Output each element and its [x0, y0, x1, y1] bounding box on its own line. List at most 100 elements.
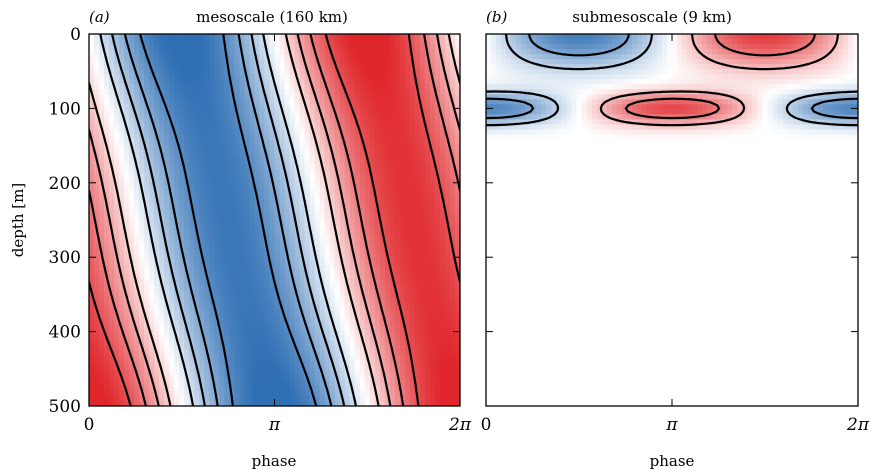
heatmap-cell	[139, 74, 145, 80]
heatmap-cell	[374, 159, 381, 166]
heatmap-cell	[419, 34, 426, 40]
heatmap-cell	[184, 39, 190, 45]
heatmap-cell	[149, 225, 155, 231]
heatmap-cell	[449, 220, 456, 226]
heatmap-cell	[394, 209, 401, 216]
heatmap-cell	[454, 295, 460, 302]
heatmap-cell	[114, 320, 120, 327]
heatmap-cell	[299, 214, 306, 221]
heatmap-cell	[124, 59, 130, 65]
heatmap-cell	[429, 235, 436, 241]
heatmap-cell	[99, 290, 105, 297]
heatmap-cell	[214, 204, 220, 211]
heatmap-cell	[339, 59, 346, 65]
heatmap-cell	[99, 350, 105, 357]
heatmap-cell	[199, 109, 205, 116]
heatmap-cell	[194, 250, 200, 256]
heatmap-cell	[369, 64, 376, 70]
heatmap-cell	[149, 154, 155, 161]
heatmap-cell	[114, 280, 120, 286]
heatmap-cell	[424, 149, 431, 156]
heatmap-cell	[234, 255, 240, 261]
heatmap-cell	[324, 154, 331, 161]
heatmap-cell	[119, 250, 125, 256]
heatmap-cell	[189, 34, 195, 40]
heatmap-cell	[109, 104, 115, 111]
heatmap-cell	[219, 305, 225, 312]
heatmap-cell	[369, 365, 376, 372]
heatmap-cell	[409, 340, 416, 347]
heatmap-cell	[384, 69, 391, 75]
heatmap-cell	[104, 330, 110, 337]
heatmap-cell	[269, 305, 276, 312]
heatmap-cell	[249, 365, 256, 372]
heatmap-cell	[134, 220, 140, 226]
heatmap-cell	[89, 350, 95, 357]
heatmap-cell	[439, 245, 446, 251]
heatmap-cell	[389, 199, 396, 206]
heatmap-cell	[114, 230, 120, 236]
heatmap-cell	[329, 169, 336, 176]
heatmap-cell	[174, 64, 180, 70]
heatmap-cell	[179, 345, 185, 352]
heatmap-cell	[339, 290, 346, 297]
heatmap-cell	[109, 39, 115, 45]
heatmap-cell	[154, 300, 160, 307]
heatmap-cell	[344, 44, 351, 50]
heatmap-cell	[304, 99, 311, 105]
heatmap-cell	[89, 370, 95, 377]
heatmap-cell	[379, 189, 386, 196]
heatmap-cell	[399, 39, 406, 45]
heatmap-cell	[94, 370, 100, 377]
heatmap-cell	[224, 245, 230, 251]
heatmap-cell	[319, 245, 326, 251]
heatmap-cell	[369, 189, 376, 196]
heatmap-cell	[184, 99, 190, 105]
heatmap-cell	[249, 184, 256, 191]
heatmap-cell	[299, 154, 306, 161]
heatmap-cell	[449, 44, 456, 50]
heatmap-cell	[249, 220, 256, 226]
heatmap-cell	[114, 270, 120, 276]
heatmap-cell	[319, 365, 326, 372]
heatmap-cell	[89, 104, 95, 111]
heatmap-cell	[104, 245, 110, 251]
heatmap-cell	[324, 325, 331, 332]
heatmap-cell	[399, 230, 406, 236]
heatmap-cell	[354, 144, 361, 151]
heatmap-cell	[369, 250, 376, 256]
heatmap-cell	[229, 204, 235, 211]
heatmap-cell	[109, 250, 115, 256]
heatmap-cell	[234, 149, 240, 156]
heatmap-cell	[229, 144, 235, 151]
heatmap-cell	[129, 290, 135, 297]
heatmap-cell	[394, 265, 401, 271]
heatmap-cell	[294, 235, 301, 241]
heatmap-cell	[404, 230, 411, 236]
heatmap-cell	[289, 129, 296, 136]
heatmap-cell	[144, 275, 150, 281]
heatmap-cell	[334, 340, 341, 347]
heatmap-cell	[374, 189, 381, 196]
heatmap-cell	[429, 44, 436, 50]
heatmap-cell	[319, 169, 326, 176]
heatmap-cell	[439, 250, 446, 256]
heatmap-cell	[154, 209, 160, 216]
heatmap-cell	[384, 209, 391, 216]
heatmap-cell	[184, 335, 190, 342]
heatmap-cell	[379, 265, 386, 271]
heatmap-cell	[439, 54, 446, 60]
heatmap-cell	[229, 315, 235, 322]
heatmap-cell	[319, 124, 326, 131]
heatmap-cell	[229, 154, 235, 161]
heatmap-cell	[169, 109, 175, 116]
heatmap-cell	[379, 119, 386, 126]
heatmap-cell	[189, 94, 195, 100]
heatmap-cell	[329, 129, 336, 136]
heatmap-cell	[434, 285, 441, 291]
heatmap-a	[89, 34, 460, 406]
heatmap-cell	[269, 365, 276, 372]
heatmap-cell	[99, 104, 105, 111]
heatmap-cell	[169, 209, 175, 216]
heatmap-cell	[264, 119, 271, 126]
